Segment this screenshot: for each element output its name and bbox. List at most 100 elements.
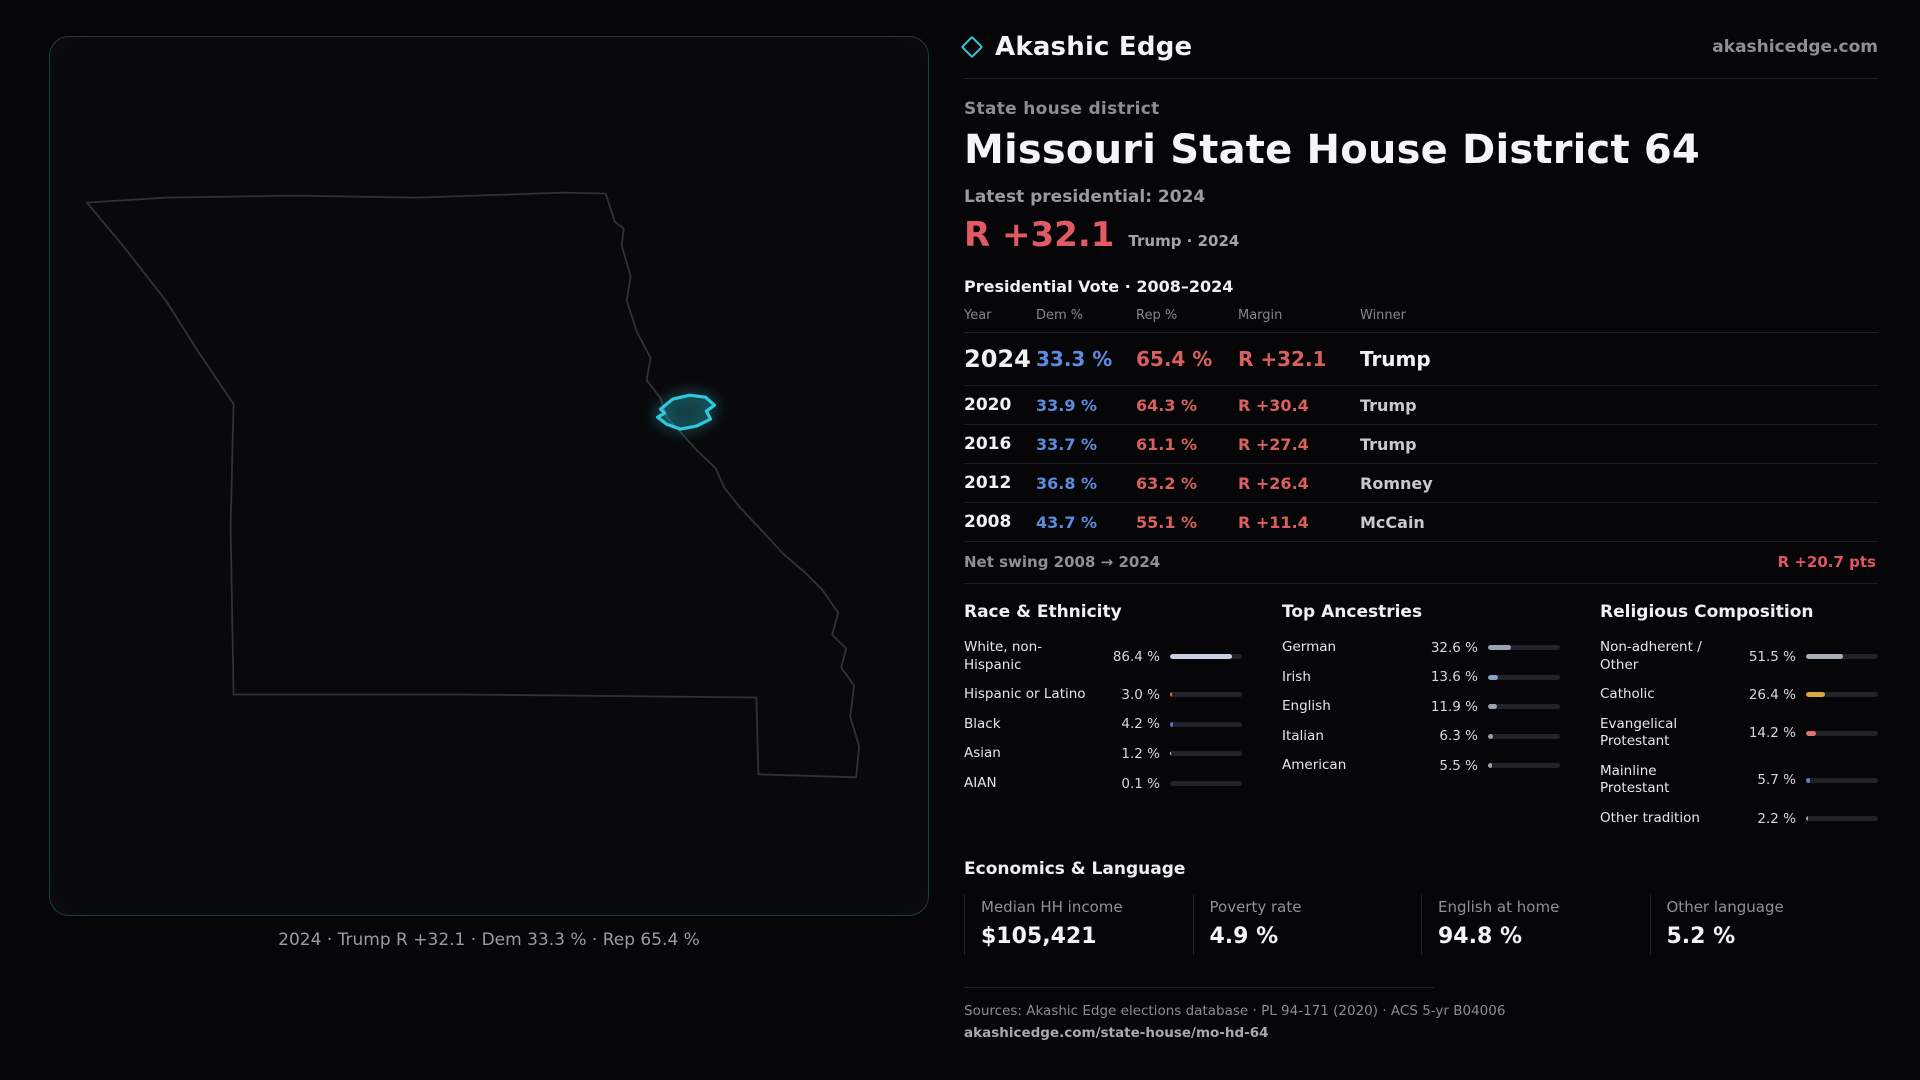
vote-rep-pct: 64.3 % [1136,395,1198,415]
vote-rep-pct: 63.2 % [1136,473,1198,493]
stat-label: English at home [1438,898,1560,917]
demo-value: 5.5 % [1439,757,1478,774]
missouri-map [86,191,861,779]
ancestry-rows: German 32.6 % Irish 13.6 % English 11.9 … [1282,633,1560,781]
vote-table-row: 2024 33.3 % 65.4 % R +32.1 Trump [964,333,1878,386]
demo-value: 2.2 % [1757,810,1796,827]
page-title: Missouri State House District 64 [964,127,1700,173]
header-divider [964,78,1878,79]
demographic-row: Black 4.2 % [964,710,1242,740]
footer: Sources: Akashic Edge elections database… [964,987,1878,1041]
vote-year: 2016 [964,434,1012,454]
vote-table-row: 2012 36.8 % 63.2 % R +26.4 Romney [964,464,1878,503]
demo-bar-fill [1488,763,1492,769]
demo-label: White, non-Hispanic [964,639,1043,673]
demo-bar-fill [1170,721,1174,727]
demo-bar-fill [1488,645,1512,651]
demo-value: 6.3 % [1439,728,1478,745]
demo-bar-track [1806,692,1878,698]
demo-bar-track [1170,654,1242,660]
demographic-row: Mainline Protestant 5.7 % [1600,757,1878,804]
demo-bar-track [1488,674,1560,680]
col-margin: Margin [1238,308,1283,323]
sources-note: Sources: Akashic Edge elections database… [964,1003,1506,1020]
vote-margin: R +11.4 [1238,512,1309,532]
demographic-row: Irish 13.6 % [1282,663,1560,693]
brand-lockup: Akashic Edge [960,32,1193,62]
demo-bar-fill [1806,692,1825,698]
stat-label: Median HH income [981,898,1123,917]
vote-year: 2020 [964,395,1012,415]
permalink[interactable]: akashicedge.com/state-house/mo-hd-64 [964,1025,1269,1042]
demo-value: 86.4 % [1112,648,1160,665]
demo-value: 32.6 % [1430,639,1478,656]
economics-stat: Poverty rate 4.9 % [1192,895,1422,956]
stat-label: Poverty rate [1209,898,1302,917]
demo-bar-track [1170,692,1242,698]
demo-bar-fill [1170,692,1173,698]
demo-label: Non-adherent / Other [1600,639,1702,673]
section-title-race: Race & Ethnicity [964,602,1122,622]
demographics-grid: Race & Ethnicity White, non-Hispanic 86.… [964,602,1878,833]
demo-bar-fill [1488,704,1497,710]
demo-value: 51.5 % [1748,648,1796,665]
demo-bar-track [1488,645,1560,651]
demo-label: Catholic [1600,686,1655,703]
demo-bar-fill [1806,730,1817,736]
demographic-row: AIAN 0.1 % [964,769,1242,799]
net-swing-value: R +20.7 pts [1777,553,1876,571]
demo-bar-fill [1488,733,1493,739]
net-swing-row: Net swing 2008 → 2024 R +20.7 pts [964,542,1878,584]
col-winner: Winner [1360,308,1407,323]
col-dem: Dem % [1036,308,1084,323]
demo-label: Asian [964,745,1001,762]
stat-label: Other language [1666,898,1784,917]
vote-margin: R +26.4 [1238,473,1309,493]
vote-winner: Trump [1360,434,1417,454]
demo-value: 5.7 % [1757,772,1796,789]
demographic-row: German 32.6 % [1282,633,1560,663]
vote-year: 2008 [964,512,1012,532]
vote-dem-pct: 33.7 % [1036,434,1098,454]
brand-site-link[interactable]: akashicedge.com [1712,37,1878,57]
section-title-ancestries: Top Ancestries [1282,602,1423,622]
demographic-row: White, non-Hispanic 86.4 % [964,633,1242,680]
vote-table-row: 2008 43.7 % 55.1 % R +11.4 McCain [964,503,1878,542]
demo-bar-track [1488,763,1560,769]
demo-label: Italian [1282,727,1324,744]
vote-table-row: 2016 33.7 % 61.1 % R +27.4 Trump [964,425,1878,464]
district-highlight [656,393,717,431]
demo-bar-track [1488,704,1560,710]
demo-bar-track [1806,777,1878,783]
economics-stat: English at home 94.8 % [1421,895,1650,956]
report-column: Akashic Edge akashicedge.com State house… [960,0,1878,1041]
race-rows: White, non-Hispanic 86.4 % Hispanic or L… [964,633,1242,798]
demo-label: Mainline Protestant [1600,762,1670,797]
vote-dem-pct: 36.8 % [1036,473,1098,493]
district-map-panel [49,36,929,916]
demographic-row: English 11.9 % [1282,692,1560,722]
vote-winner: Trump [1360,395,1417,415]
col-rep: Rep % [1136,308,1178,323]
vote-year: 2024 [964,345,1031,373]
economics-title: Economics & Language [964,859,1186,880]
demo-bar-track [1806,816,1878,822]
section-top-ancestries: Top Ancestries German 32.6 % Irish 13.6 … [1282,602,1560,833]
section-title-religion: Religious Composition [1600,602,1814,622]
stat-value: 94.8 % [1438,924,1522,950]
demo-bar-track [1170,781,1242,786]
demographic-row: Asian 1.2 % [964,739,1242,769]
demo-label: English [1282,698,1331,715]
demo-label: Evangelical Protestant [1600,715,1678,750]
demo-value: 4.2 % [1121,716,1160,733]
demo-label: Other tradition [1600,809,1700,826]
missouri-state-outline [86,191,861,779]
demo-bar-track [1806,654,1878,660]
brand-header: Akashic Edge akashicedge.com [960,32,1878,62]
economics-stat: Median HH income $105,421 [964,895,1193,956]
demo-bar-fill [1170,751,1171,757]
demo-bar-fill [1806,816,1808,822]
footer-divider [964,987,1434,989]
brand-name: Akashic Edge [995,32,1193,62]
vote-winner: McCain [1360,512,1425,532]
